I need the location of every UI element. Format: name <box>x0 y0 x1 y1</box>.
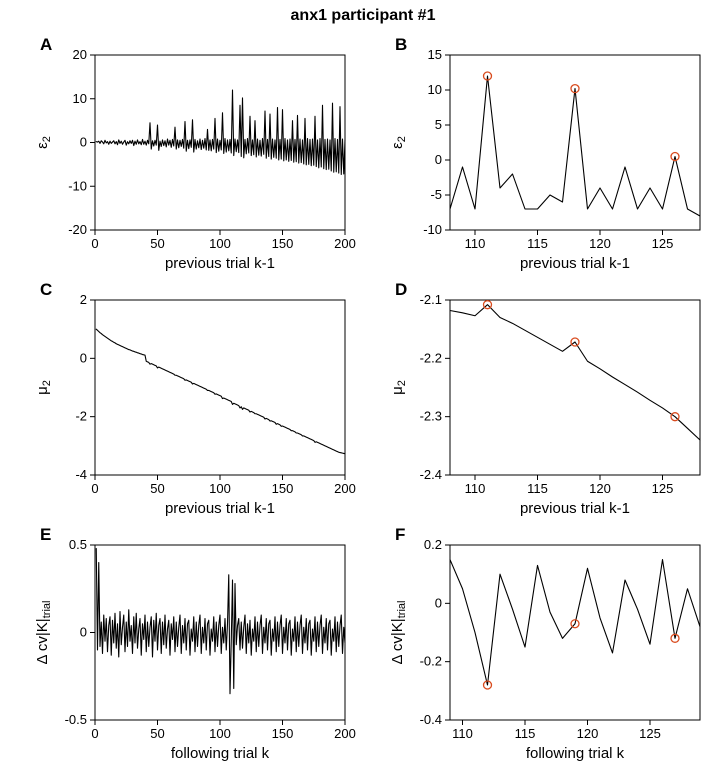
panel-D-ytick: -2.4 <box>420 467 442 482</box>
panel-A-ytick: -20 <box>68 222 87 237</box>
panel-A-xtick: 200 <box>334 236 356 251</box>
panel-C: C 0 50 100 150 200 -4 -2 0 2 previous trial k-1 μ2 <box>34 280 356 517</box>
panel-E-xtick: 0 <box>91 726 98 741</box>
panel-A: A 0 50 100 150 200 -20 -10 0 10 20 previous trial k… <box>34 35 356 272</box>
panel-D-xtick: 120 <box>589 481 611 496</box>
figure-title: anx1 participant #1 <box>291 7 436 24</box>
panel-B-xtick: 115 <box>527 236 548 251</box>
panel-B-line <box>450 76 700 216</box>
panel-C-ylabel: μ2 <box>34 380 53 395</box>
panel-F-axes-box <box>450 545 700 720</box>
panel-A-ytick: 10 <box>73 91 87 106</box>
panel-C-xtick: 100 <box>209 481 231 496</box>
panel-E-ytick: 0.5 <box>69 537 87 552</box>
panel-C-label: C <box>40 280 52 299</box>
panel-C-line <box>96 329 345 454</box>
panel-C-xtick: 50 <box>150 481 164 496</box>
panel-B-ytick: 10 <box>428 82 442 97</box>
panel-F-ytick: -0.4 <box>420 712 442 727</box>
panel-C-xtick: 150 <box>272 481 294 496</box>
panel-B-ylabel: ε2 <box>389 136 408 149</box>
panel-E-xtick: 200 <box>334 726 356 741</box>
panel-C-axes-box <box>95 300 345 475</box>
panel-D-label: D <box>395 280 407 299</box>
panel-C-ytick: 0 <box>80 350 87 365</box>
panel-F-xtick: 120 <box>577 726 599 741</box>
panel-D-xtick: 115 <box>527 481 548 496</box>
panel-A-xtick: 0 <box>91 236 98 251</box>
panel-F-ylabel: Δ cv|K|trial <box>389 601 408 665</box>
panel-F-ytick: 0 <box>435 595 442 610</box>
panel-F-xtick: 110 <box>452 726 473 741</box>
panel-D-xtick: 125 <box>652 481 674 496</box>
panel-D: D 110 115 120 125 -2.4 -2.3 -2.2 -2.1 previous tr… <box>389 280 700 517</box>
panel-E-ytick: -0.5 <box>65 712 87 727</box>
panel-C-xlabel: previous trial k-1 <box>165 500 275 517</box>
panel-F-ytick: -0.2 <box>420 654 442 669</box>
panel-D-xtick: 110 <box>465 481 486 496</box>
panel-B-xtick: 120 <box>589 236 611 251</box>
panel-B-label: B <box>395 35 407 54</box>
panel-E-xlabel: following trial k <box>171 745 270 762</box>
panel-E-xtick: 150 <box>272 726 294 741</box>
panel-A-xtick: 50 <box>150 236 164 251</box>
panel-E-label: E <box>40 525 51 544</box>
panel-D-axes-box <box>450 300 700 475</box>
panel-B-ytick: -10 <box>423 222 442 237</box>
panel-B-ytick: 15 <box>428 47 442 62</box>
panel-F-xtick: 115 <box>515 726 536 741</box>
panel-A-label: A <box>40 35 52 54</box>
panel-B-ytick: 5 <box>435 117 442 132</box>
panel-E-ylabel: Δ cv|K|trial <box>34 601 53 665</box>
panel-F-xtick: 125 <box>639 726 661 741</box>
panel-A-ytick: 20 <box>73 47 87 62</box>
figure-svg: anx1 participant #1A050100150200-20-1001… <box>0 0 726 775</box>
panel-D-line <box>450 305 700 440</box>
panel-B-ytick: -5 <box>430 187 442 202</box>
panel-F: F 110 115 120 125 -0.4 -0.2 0 0.2 following trial… <box>389 525 700 762</box>
panel-B-xtick: 110 <box>465 236 486 251</box>
panel-E-line <box>96 549 345 694</box>
panel-A-xtick: 150 <box>272 236 294 251</box>
panel-A-ylabel: ε2 <box>34 136 53 149</box>
panel-A-ytick: 0 <box>80 135 87 150</box>
panel-B: B 110 115 120 125 -10 -5 0 5 10 15 previous trial k… <box>389 35 700 272</box>
panel-E-xtick: 100 <box>209 726 231 741</box>
panel-E-axes-box <box>95 545 345 720</box>
panel-B-xtick: 125 <box>652 236 674 251</box>
panel-F-line <box>450 560 700 685</box>
panel-D-ylabel: μ2 <box>389 380 408 395</box>
panel-C-ytick: -4 <box>75 467 87 482</box>
panel-E: E 0 50 100 150 200 -0.5 0 0.5 following trial k Δ … <box>34 525 356 762</box>
panel-D-ytick: -2.3 <box>420 409 442 424</box>
panel-A-xtick: 100 <box>209 236 231 251</box>
panel-F-ytick: 0.2 <box>424 537 442 552</box>
panel-E-ytick: 0 <box>80 625 87 640</box>
panel-D-ytick: -2.2 <box>420 350 442 365</box>
panel-A-ytick: -10 <box>68 178 87 193</box>
panel-B-ytick: 0 <box>435 152 442 167</box>
panel-C-ytick: 2 <box>80 292 87 307</box>
panel-A-line <box>96 90 345 174</box>
panel-D-ytick: -2.1 <box>420 292 442 307</box>
panel-C-xtick: 0 <box>91 481 98 496</box>
panel-A-xlabel: previous trial k-1 <box>165 255 275 272</box>
panel-B-xlabel: previous trial k-1 <box>520 255 630 272</box>
panel-C-xtick: 200 <box>334 481 356 496</box>
panel-C-ytick: -2 <box>75 409 87 424</box>
panel-D-xlabel: previous trial k-1 <box>520 500 630 517</box>
panel-F-label: F <box>395 525 405 544</box>
panel-E-xtick: 50 <box>150 726 164 741</box>
figure-container: anx1 participant #1A050100150200-20-1001… <box>0 0 726 775</box>
panel-F-xlabel: following trial k <box>526 745 625 762</box>
